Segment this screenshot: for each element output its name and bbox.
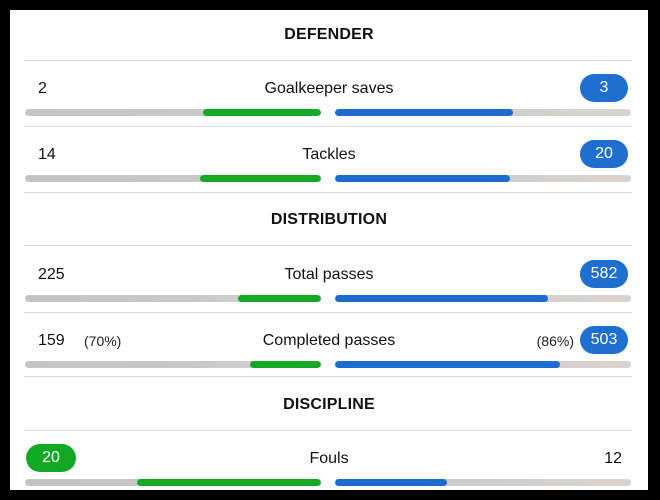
away-value-badge: 503: [580, 326, 628, 354]
home-bar-fill: [137, 479, 321, 486]
home-percentage: (70%): [84, 333, 122, 349]
home-value-badge: 20: [26, 444, 76, 472]
divider: [24, 60, 632, 61]
home-bar-fill: [202, 109, 321, 116]
home-bar-fill: [249, 361, 321, 368]
stat-row-goalkeeper-saves: 2 Goalkeeper saves 3: [10, 72, 648, 132]
divider: [24, 192, 632, 193]
away-bar-track: [335, 295, 631, 302]
stat-label: Completed passes: [262, 332, 396, 349]
stat-row-completed-passes: 159 (70%) Completed passes (86%) 503: [10, 324, 648, 384]
away-value-badge: 3: [580, 74, 628, 102]
away-value: 12: [604, 450, 622, 467]
divider: [24, 245, 632, 246]
home-bar-track: [25, 361, 321, 368]
home-bar-track: [25, 175, 321, 182]
stat-row-total-passes: 225 Total passes 582: [10, 258, 648, 318]
away-bar-fill: [335, 295, 549, 302]
home-value: 14: [38, 146, 56, 163]
away-bar-track: [335, 175, 631, 182]
stat-label: Tackles: [302, 146, 356, 163]
away-bar-fill: [335, 361, 560, 368]
home-bar-fill: [199, 175, 321, 182]
away-bar-track: [335, 361, 631, 368]
home-bar-fill: [238, 295, 321, 302]
away-value-badge: 20: [580, 140, 628, 168]
home-value: 225: [38, 266, 65, 283]
section-title-discipline: DISCIPLINE: [283, 396, 375, 413]
home-bar-track: [25, 295, 321, 302]
divider: [24, 312, 632, 313]
away-percentage: (86%): [536, 333, 574, 349]
home-value: 159: [38, 332, 65, 349]
away-bar-track: [335, 479, 631, 486]
away-bar-fill: [335, 109, 513, 116]
away-bar-track: [335, 109, 631, 116]
stat-row-fouls: 20 Fouls 12: [10, 442, 648, 490]
away-value-badge: 582: [580, 260, 628, 288]
stat-label: Fouls: [309, 450, 349, 467]
divider: [24, 430, 632, 431]
home-bar-track: [25, 479, 321, 486]
match-stats-panel: DEFENDER 2 Goalkeeper saves 3 14 Tackles…: [10, 10, 648, 490]
away-bar-fill: [335, 175, 510, 182]
section-title-distribution: DISTRIBUTION: [270, 211, 388, 228]
divider: [24, 376, 632, 377]
away-bar-fill: [335, 479, 448, 486]
divider: [24, 126, 632, 127]
home-value: 2: [38, 80, 47, 97]
stat-label: Total passes: [284, 266, 374, 283]
stat-label: Goalkeeper saves: [264, 80, 394, 97]
section-title-defender: DEFENDER: [284, 26, 374, 43]
stat-row-tackles: 14 Tackles 20: [10, 138, 648, 198]
home-bar-track: [25, 109, 321, 116]
